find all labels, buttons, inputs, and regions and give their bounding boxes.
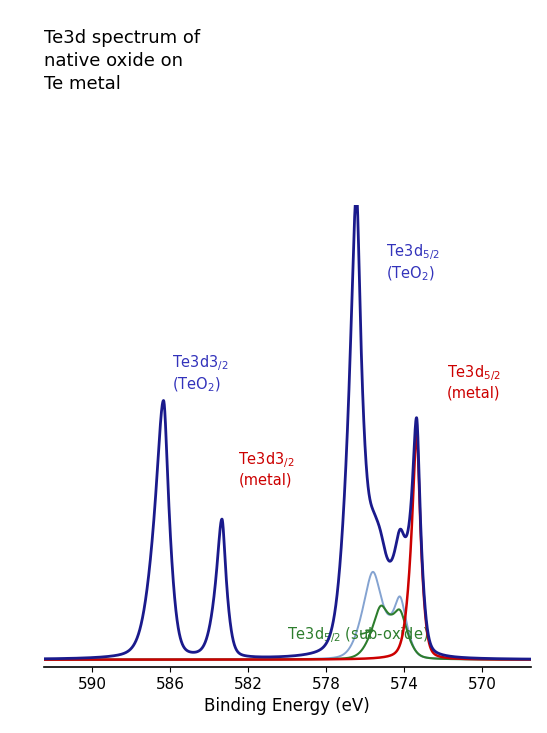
Text: Te3d$_{5/2}$
(metal): Te3d$_{5/2}$ (metal) bbox=[447, 363, 501, 400]
X-axis label: Binding Energy (eV): Binding Energy (eV) bbox=[204, 697, 370, 715]
Text: Te3d$_{5/2}$ (sub-oxide): Te3d$_{5/2}$ (sub-oxide) bbox=[287, 625, 428, 644]
Text: Te3d$_{5/2}$
(TeO$_2$): Te3d$_{5/2}$ (TeO$_2$) bbox=[387, 242, 440, 283]
Text: Te3d3$_{/2}$
(TeO$_2$): Te3d3$_{/2}$ (TeO$_2$) bbox=[172, 353, 229, 394]
Text: Te3d3$_{/2}$
(metal): Te3d3$_{/2}$ (metal) bbox=[238, 449, 295, 487]
Text: Te3d spectrum of
native oxide on
Te metal: Te3d spectrum of native oxide on Te meta… bbox=[44, 29, 200, 93]
